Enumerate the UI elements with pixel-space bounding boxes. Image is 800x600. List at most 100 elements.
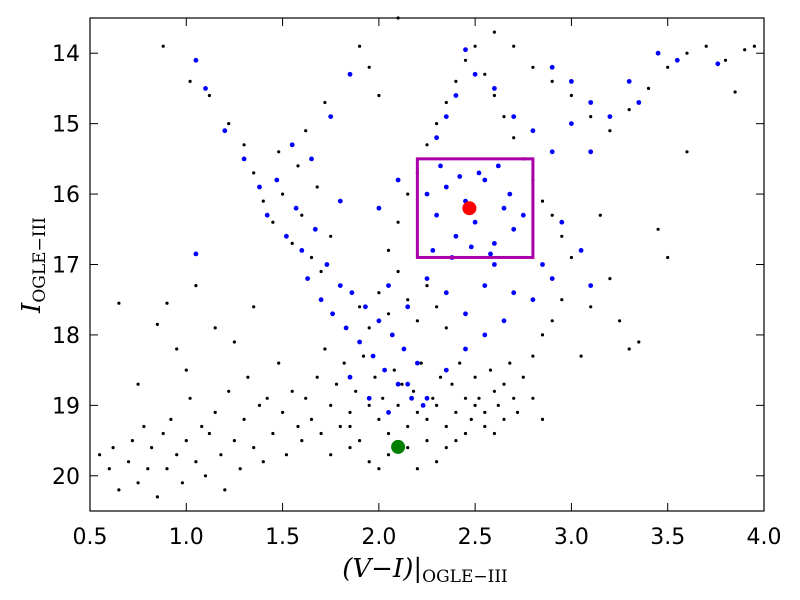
y-tick-label: 16	[52, 183, 80, 208]
data-point	[232, 439, 236, 443]
data-point	[569, 121, 574, 126]
data-point	[454, 410, 458, 414]
data-point	[328, 114, 334, 119]
data-point	[242, 417, 246, 421]
data-points	[98, 16, 757, 499]
data-point	[207, 431, 211, 436]
data-point	[424, 395, 430, 401]
data-point	[117, 301, 121, 305]
data-point	[444, 326, 448, 330]
data-point	[223, 488, 227, 492]
data-point	[373, 375, 377, 379]
data-point	[274, 177, 280, 183]
data-point	[415, 467, 419, 471]
data-point	[550, 79, 554, 83]
data-point	[715, 61, 721, 67]
y-tick-label: 19	[52, 394, 80, 419]
data-point	[425, 417, 429, 421]
data-point	[627, 108, 631, 112]
data-point	[502, 417, 506, 421]
data-point	[200, 424, 204, 429]
y-axis-ticks: 14 15 16 17 18 19 20	[52, 42, 764, 490]
data-point	[281, 192, 285, 196]
data-point	[319, 431, 323, 436]
data-point	[309, 156, 314, 162]
data-point	[531, 354, 535, 358]
data-point	[607, 114, 613, 119]
data-point	[560, 234, 564, 238]
data-point	[406, 192, 410, 196]
data-point	[386, 431, 391, 436]
data-point	[386, 453, 391, 457]
data-point	[257, 403, 262, 407]
data-point	[309, 417, 314, 421]
data-point	[329, 234, 333, 238]
data-point	[261, 199, 265, 203]
data-point	[508, 361, 512, 365]
data-point	[477, 396, 481, 400]
data-point	[370, 353, 376, 359]
data-point	[296, 424, 300, 429]
data-point	[309, 255, 314, 260]
data-point	[579, 354, 583, 358]
data-point	[304, 396, 308, 400]
data-point	[271, 220, 275, 224]
data-point	[463, 47, 468, 53]
data-point	[396, 269, 400, 274]
x-tick-label: 4.0	[747, 525, 782, 550]
data-point	[424, 276, 430, 281]
series-points	[193, 47, 721, 415]
data-point	[300, 439, 304, 443]
x-tick-label: 2.0	[361, 525, 396, 550]
data-point	[386, 248, 391, 252]
data-point	[685, 150, 689, 154]
data-point	[488, 251, 493, 257]
data-point	[395, 381, 401, 387]
data-point	[293, 205, 299, 211]
data-point	[502, 115, 506, 119]
data-point	[540, 417, 545, 421]
data-point	[203, 474, 208, 478]
data-point	[550, 213, 554, 217]
y-tick-label: 18	[52, 324, 80, 349]
y-tick-label: 14	[52, 42, 80, 67]
data-point	[540, 199, 545, 203]
data-point	[512, 44, 516, 48]
data-point	[560, 298, 564, 302]
data-point	[530, 297, 536, 303]
data-point	[377, 467, 381, 471]
data-point	[608, 129, 612, 133]
data-point	[107, 467, 111, 471]
x-tick-label: 1.5	[265, 525, 300, 550]
series-points	[98, 16, 757, 499]
data-point	[348, 410, 352, 414]
data-point	[257, 184, 262, 190]
data-point	[396, 403, 400, 407]
data-point	[117, 488, 121, 492]
data-point	[349, 290, 355, 296]
data-point	[473, 44, 477, 48]
data-point	[194, 284, 198, 288]
data-point	[241, 156, 247, 162]
y-tick-label: 20	[52, 465, 80, 490]
data-point	[334, 382, 339, 386]
data-point	[213, 410, 217, 414]
data-point	[367, 460, 371, 464]
data-point	[550, 319, 554, 323]
data-point	[511, 290, 517, 296]
data-point	[627, 347, 631, 351]
data-point	[401, 346, 407, 352]
data-point	[348, 446, 352, 450]
data-point	[492, 241, 497, 246]
data-point	[193, 57, 199, 63]
data-point	[165, 301, 169, 305]
data-point	[161, 44, 165, 48]
data-point	[733, 90, 737, 94]
data-point	[358, 439, 362, 443]
data-point	[252, 171, 256, 175]
data-point	[434, 212, 439, 218]
data-point	[425, 439, 429, 443]
data-point	[646, 86, 651, 90]
data-point	[430, 248, 436, 253]
